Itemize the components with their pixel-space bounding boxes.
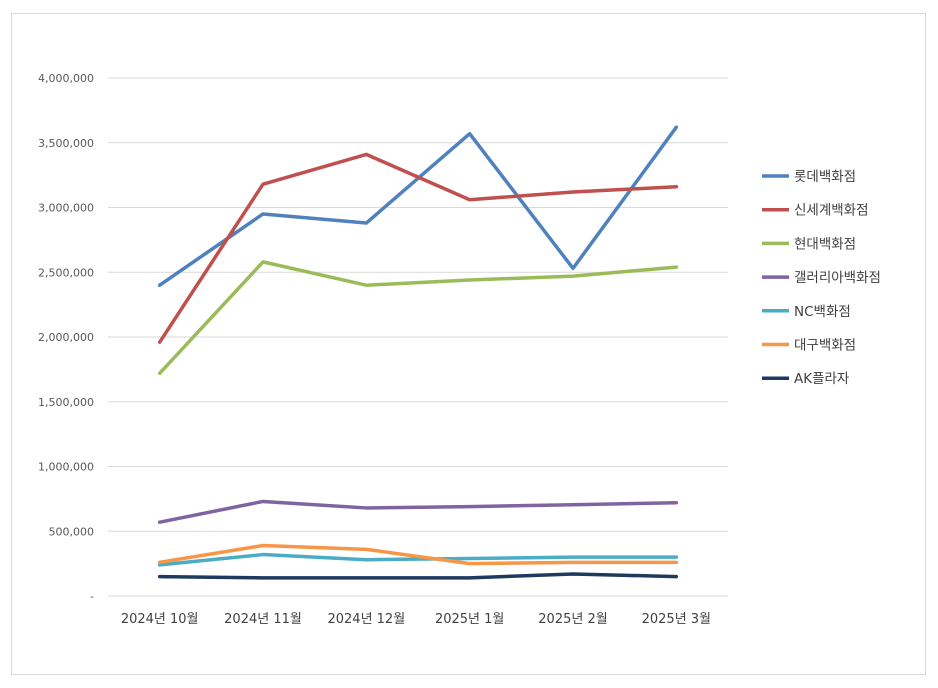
- x-tick-label: 2025년 1월: [435, 612, 504, 627]
- x-tick-label: 2025년 3월: [642, 612, 711, 627]
- y-tick-label: 2,000,000: [38, 331, 94, 344]
- legend-label: 대구백화점: [794, 338, 856, 354]
- y-tick-label: 4,000,000: [38, 72, 94, 85]
- y-tick-label: 1,000,000: [38, 461, 94, 474]
- series-line: [157, 572, 679, 580]
- legend-label: AK플라자: [794, 371, 850, 387]
- series-line: [157, 125, 679, 287]
- series-line: [157, 552, 679, 567]
- y-tick-label: -: [90, 590, 94, 603]
- x-tick-label: 2024년 11월: [224, 612, 302, 627]
- x-axis-ticks: 2024년 10월 2024년 11월 2024년 12월 2025년 1월 2025년…: [121, 612, 711, 627]
- series-lines: [157, 125, 679, 580]
- y-tick-label: 3,000,000: [38, 202, 94, 215]
- y-axis-ticks: - 500,000 1,000,000 1,500,000 2,000,000 2,500…: [38, 72, 94, 603]
- x-tick-label: 2024년 12월: [327, 612, 405, 627]
- legend-label: 신세계백화점: [794, 203, 869, 219]
- y-tick-label: 500,000: [49, 525, 95, 538]
- gridlines: [108, 77, 728, 597]
- x-tick-label: 2024년 10월: [121, 612, 199, 627]
- legend-label: NC백화점: [794, 304, 851, 320]
- series-line: [157, 152, 679, 344]
- series-line: [157, 499, 679, 524]
- legend-label: 현대백화점: [794, 236, 856, 252]
- y-tick-label: 3,500,000: [38, 137, 94, 150]
- y-tick-label: 2,500,000: [38, 266, 94, 279]
- legend-label: 갤러리아백화점: [794, 270, 881, 286]
- legend-label: 롯데백화점: [794, 169, 856, 185]
- y-tick-label: 1,500,000: [38, 396, 94, 409]
- series-line: [157, 260, 679, 376]
- x-tick-label: 2025년 2월: [538, 612, 607, 627]
- series-line: [157, 543, 679, 566]
